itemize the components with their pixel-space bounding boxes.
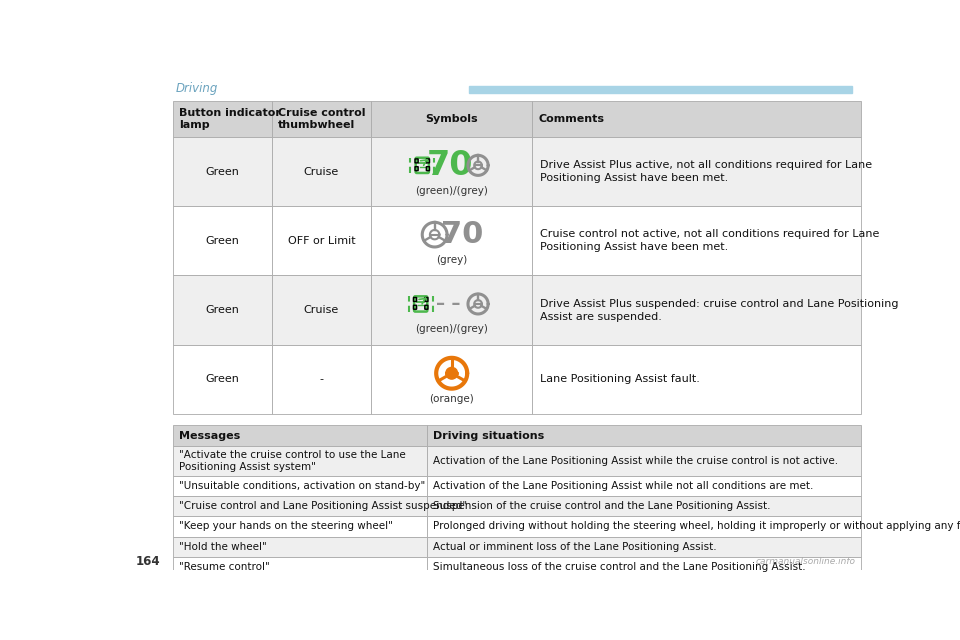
FancyBboxPatch shape — [415, 159, 419, 163]
Bar — [427, 516, 861, 537]
Text: Cruise control not active, not all conditions required for Lane
Positioning Assi: Cruise control not active, not all condi… — [540, 229, 879, 252]
Text: "Activate the cruise control to use the Lane
Positioning Assist system": "Activate the cruise control to use the … — [179, 450, 406, 472]
Bar — [173, 476, 427, 495]
Text: Cruise: Cruise — [304, 305, 339, 315]
Text: Green: Green — [205, 305, 239, 315]
FancyBboxPatch shape — [424, 298, 428, 301]
Bar — [532, 137, 861, 206]
Bar — [372, 137, 532, 206]
Bar — [427, 425, 861, 447]
Text: -: - — [320, 374, 324, 385]
Text: Cruise control
thumbwheel: Cruise control thumbwheel — [278, 108, 366, 130]
Bar — [532, 345, 861, 414]
Bar — [173, 275, 272, 345]
Bar — [173, 557, 427, 577]
Bar — [427, 495, 861, 516]
Bar — [272, 345, 372, 414]
Text: carmanualsonline.info: carmanualsonline.info — [756, 557, 855, 566]
Bar — [372, 206, 532, 275]
Text: Cruise: Cruise — [304, 166, 339, 177]
Text: Activation of the Lane Positioning Assist while not all conditions are met.: Activation of the Lane Positioning Assis… — [433, 481, 813, 491]
Text: Drive Assist Plus active, not all conditions required for Lane
Positioning Assis: Drive Assist Plus active, not all condit… — [540, 160, 873, 183]
Text: Activation of the Lane Positioning Assist while the cruise control is not active: Activation of the Lane Positioning Assis… — [433, 456, 838, 466]
Bar — [532, 275, 861, 345]
Text: Green: Green — [205, 374, 239, 385]
Bar — [272, 275, 372, 345]
Bar — [173, 137, 272, 206]
Bar — [532, 101, 861, 137]
FancyBboxPatch shape — [415, 166, 419, 171]
FancyBboxPatch shape — [424, 305, 428, 309]
Bar — [272, 206, 372, 275]
Text: – –: – – — [437, 295, 461, 313]
Text: Green: Green — [205, 166, 239, 177]
Bar — [427, 557, 861, 577]
Bar — [427, 447, 861, 476]
Text: Button indicator
lamp: Button indicator lamp — [179, 108, 280, 130]
Text: "Keep your hands on the steering wheel": "Keep your hands on the steering wheel" — [179, 522, 393, 531]
Bar — [372, 345, 532, 414]
Text: 70: 70 — [442, 220, 484, 249]
Bar — [173, 345, 272, 414]
Text: (grey): (grey) — [436, 255, 468, 265]
Bar — [272, 101, 372, 137]
Circle shape — [445, 367, 458, 379]
Text: "Cruise control and Lane Positioning Assist suspended": "Cruise control and Lane Positioning Ass… — [179, 500, 467, 511]
Bar — [173, 516, 427, 537]
Text: (green)/(grey): (green)/(grey) — [416, 186, 488, 196]
Text: "Unsuitable conditions, activation on stand-by": "Unsuitable conditions, activation on st… — [179, 481, 425, 491]
Text: (green)/(grey): (green)/(grey) — [416, 324, 488, 334]
Text: Actual or imminent loss of the Lane Positioning Assist.: Actual or imminent loss of the Lane Posi… — [433, 542, 717, 552]
Text: Driving: Driving — [176, 82, 218, 95]
Bar — [468, 86, 852, 93]
Bar — [173, 101, 272, 137]
Bar — [173, 495, 427, 516]
Text: 164: 164 — [135, 556, 160, 568]
Bar — [427, 537, 861, 557]
Text: Comments: Comments — [539, 114, 605, 124]
Bar — [427, 476, 861, 495]
FancyBboxPatch shape — [414, 298, 417, 301]
Bar — [372, 275, 532, 345]
Bar — [173, 537, 427, 557]
Text: "Hold the wheel": "Hold the wheel" — [179, 542, 267, 552]
Bar — [272, 137, 372, 206]
Bar — [173, 447, 427, 476]
Text: Simultaneous loss of the cruise control and the Lane Positioning Assist.: Simultaneous loss of the cruise control … — [433, 563, 805, 572]
Text: Driving situations: Driving situations — [433, 431, 544, 440]
Text: (orange): (orange) — [429, 394, 474, 404]
Text: 70: 70 — [427, 149, 473, 182]
FancyBboxPatch shape — [414, 305, 417, 309]
Text: "Resume control": "Resume control" — [179, 563, 270, 572]
Text: Suspension of the cruise control and the Lane Positioning Assist.: Suspension of the cruise control and the… — [433, 500, 771, 511]
Text: Prolonged driving without holding the steering wheel, holding it improperly or w: Prolonged driving without holding the st… — [433, 522, 960, 531]
Bar — [173, 425, 427, 447]
FancyBboxPatch shape — [426, 159, 429, 163]
Text: Drive Assist Plus suspended: cruise control and Lane Positioning
Assist are susp: Drive Assist Plus suspended: cruise cont… — [540, 298, 899, 322]
Text: OFF or Limit: OFF or Limit — [288, 236, 355, 246]
Bar — [532, 206, 861, 275]
Text: Symbols: Symbols — [425, 114, 478, 124]
Bar — [372, 101, 532, 137]
Text: Lane Positioning Assist fault.: Lane Positioning Assist fault. — [540, 374, 700, 385]
FancyBboxPatch shape — [426, 166, 429, 171]
Bar — [173, 206, 272, 275]
Text: Green: Green — [205, 236, 239, 246]
Text: Messages: Messages — [179, 431, 240, 440]
